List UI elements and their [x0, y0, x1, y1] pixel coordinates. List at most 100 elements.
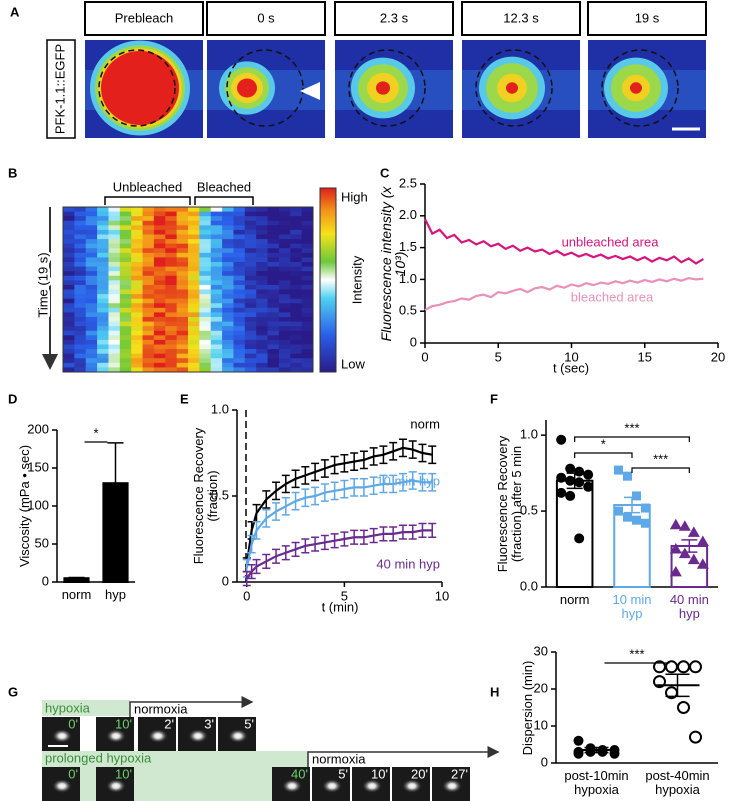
heatmap-cell [119, 266, 132, 272]
heatmap-cell [176, 216, 189, 222]
heatmap-cell [63, 271, 75, 277]
heatmap-cell [222, 252, 234, 258]
heatmap-cell [119, 289, 132, 295]
heatmap-cell [85, 252, 98, 258]
heatmap-cell [142, 303, 155, 309]
heatmap-cell [210, 312, 223, 318]
heatmap-cell [290, 243, 303, 249]
heatmap-cell [222, 344, 234, 350]
heatmap-cell [97, 339, 109, 345]
heatmap-cell [256, 284, 269, 290]
heatmap-cell [267, 289, 280, 295]
heatmap-cell [74, 344, 87, 350]
heatmap-cell [131, 321, 144, 327]
heatmap-cell [301, 220, 314, 226]
heatmap-cell [188, 262, 200, 268]
heatmap-cell [165, 344, 178, 350]
heatmap-cell [188, 266, 200, 272]
colorbar-high: High [341, 189, 368, 204]
heatmap-cell [165, 257, 178, 263]
heatmap-cell [233, 284, 246, 290]
data-point [614, 465, 623, 475]
heatmap-cell [199, 330, 212, 336]
heatmap-cell [131, 367, 144, 373]
heatmap-cell [74, 234, 87, 240]
heatmap-cell [165, 271, 178, 277]
heatmap-cell [188, 353, 200, 359]
heatmap-cell [256, 344, 269, 350]
heatmap-cell [188, 216, 200, 222]
heatmap-cell [222, 220, 234, 226]
heatmap-cell [222, 262, 234, 268]
heatmap-cell [119, 262, 132, 268]
heatmap-cell [222, 284, 234, 290]
x-axis-title: t (min) [322, 599, 359, 614]
heatmap-cell [176, 271, 189, 277]
heatmap-cell [188, 335, 200, 341]
heatmap-cell [256, 275, 269, 281]
heatmap-cell [199, 326, 212, 332]
heatmap-cell [74, 257, 87, 263]
heatmap-cell [165, 353, 178, 359]
heatmap-cell [244, 225, 257, 231]
heatmap-cell [233, 330, 246, 336]
heatmap-cell [244, 229, 257, 235]
heatmap-cell [233, 262, 246, 268]
heatmap-cell [244, 349, 257, 355]
heatmap-cell [108, 275, 121, 281]
y-tick-label: 20 [534, 680, 548, 695]
heatmap-cell [233, 317, 246, 323]
timepoint-label: 12.3 s [503, 10, 539, 25]
heatmap-cell [119, 216, 132, 222]
frame-spot [322, 779, 342, 793]
heatmap-cell [108, 243, 121, 249]
heatmap-cell [85, 207, 98, 213]
heatmap-cell [97, 257, 109, 263]
heatmap-cell [199, 257, 212, 263]
heatmap-cell [97, 330, 109, 336]
heatmap-cell [290, 307, 303, 313]
heatmap-cell [267, 257, 280, 263]
heatmap-cell [131, 330, 144, 336]
heatmap-cell [210, 289, 223, 295]
heatmap-cell [199, 234, 212, 240]
heatmap-cell [108, 211, 121, 217]
y-tick-label: 0.5 [399, 303, 417, 318]
heatmap-cell [119, 362, 132, 368]
heatmap-cell [199, 225, 212, 231]
heatmap-cell [142, 367, 155, 373]
heatmap-cell [97, 280, 109, 286]
y-tick-label: 1.0 [211, 401, 229, 416]
heatmap-cell [108, 262, 121, 268]
heatmap-cell [233, 349, 246, 355]
heatmap-cell [199, 289, 212, 295]
heatmap-cell [233, 326, 246, 332]
heatmap-cell [301, 252, 314, 258]
heatmap-cell [85, 262, 98, 268]
frame-spot [402, 779, 422, 793]
heatmap-cell [63, 248, 75, 254]
frame-time: 10' [115, 716, 132, 731]
heatmap-cell [97, 307, 109, 313]
heatmap-cell [131, 280, 144, 286]
heatmap-cell [165, 266, 178, 272]
heatmap-cell [188, 358, 200, 364]
heatmap-cell [108, 330, 121, 336]
heatmap-cell [153, 298, 166, 304]
heatmap-cell [85, 216, 98, 222]
heatmap-cell [153, 321, 166, 327]
heatmap-cell [63, 317, 75, 323]
heatmap-cell [210, 211, 223, 217]
y-tick-label: 200 [27, 421, 49, 436]
heatmap-cell [85, 211, 98, 217]
frame-time: 20' [411, 766, 428, 781]
heatmap-cell [63, 353, 75, 359]
heatmap-cell [222, 303, 234, 309]
heatmap-cell [256, 294, 269, 300]
heatmap-cell [74, 284, 87, 290]
heatmap-cell [210, 298, 223, 304]
heatmap-cell [290, 294, 303, 300]
heatmap-cell [256, 298, 269, 304]
heatmap-cell [153, 275, 166, 281]
heatmap-cell [222, 294, 234, 300]
